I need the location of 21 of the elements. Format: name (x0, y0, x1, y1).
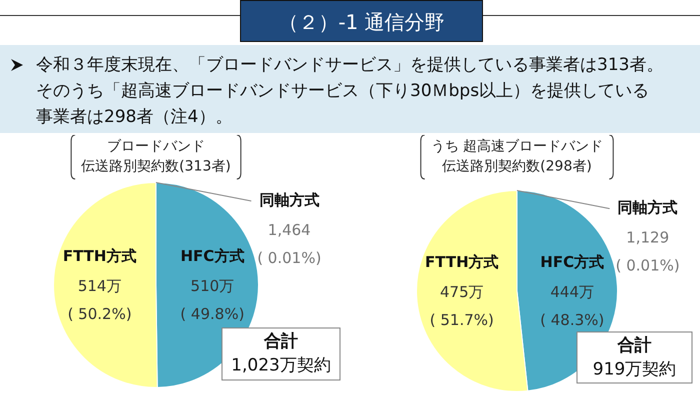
chart-subtitle: 伝送路別契約数(313者) (81, 158, 231, 175)
chart-title: うち 超高速ブロードバンド (430, 138, 604, 155)
slice-label: FTTH方式 (62, 246, 136, 265)
text: 合計 1,023万契約 (231, 331, 331, 376)
slice-label: 同軸方式 (259, 190, 320, 209)
data-label: 510万 ( 49.8%) (180, 276, 244, 323)
slice-label: FTTH方式 (425, 252, 499, 271)
data-label: 1,129 ( 0.01%) (616, 228, 680, 274)
data-label: 1,464 ( 0.01%) (257, 220, 322, 267)
text: 合計 919万契約 (592, 335, 676, 380)
data-label: 444万 ( 48.3%) (540, 282, 604, 329)
slice-label: HFC方式 (180, 246, 244, 265)
text: （２）-1 通信分野 (240, 0, 483, 42)
data-label: 514万 ( 50.2%) (68, 276, 132, 323)
chart-subtitle: 伝送路別契約数(298者) (442, 158, 592, 175)
text: そのうち「超高速ブロードバンドサービス（下り30Ｍbps以上）を提供している事業者は298者（注4）。 (36, 80, 650, 129)
slice-label: 同軸方式 (618, 198, 678, 216)
text: 令和３年度末現在、「ブロードバンドサービス」を提供している事業者は313者。 (36, 54, 664, 77)
chart-title: ブロードバンド (107, 138, 205, 155)
data-label: 475万 ( 51.7%) (430, 282, 494, 329)
slice-label: HFC方式 (540, 252, 604, 271)
